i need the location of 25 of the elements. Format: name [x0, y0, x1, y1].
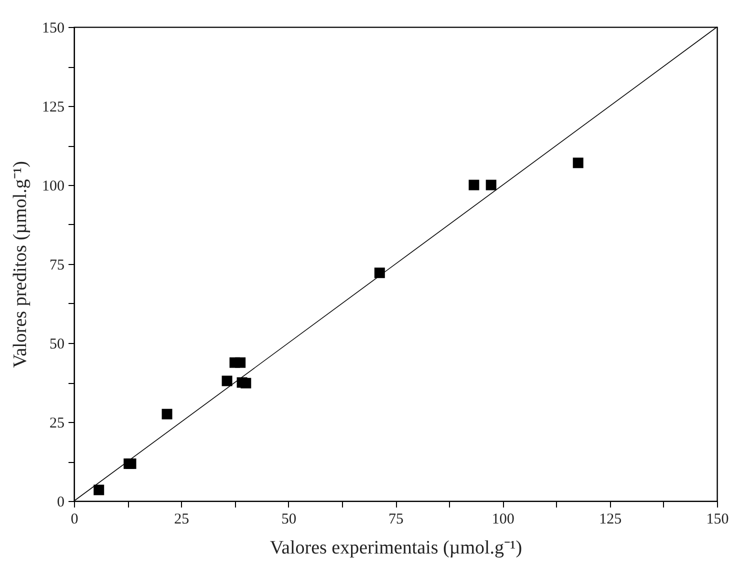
point — [222, 376, 232, 386]
point — [94, 484, 104, 496]
x-axis-title: Valores experimentais (µmol.g⁻¹) — [270, 538, 522, 558]
y-tick-label: 25 — [50, 416, 64, 432]
point — [468, 180, 480, 190]
point — [374, 268, 385, 278]
y-tick-label: 75 — [50, 258, 64, 274]
x-tick-label: 75 — [388, 512, 404, 528]
x-tick-label: 125 — [599, 512, 622, 528]
point — [240, 378, 252, 388]
x-tick-label: 100 — [492, 512, 514, 528]
y-tick-label: 0 — [57, 494, 64, 510]
point — [572, 158, 584, 168]
point — [235, 357, 246, 368]
y-axis-title: Valores preditos (µmol.g⁻¹) — [10, 161, 31, 368]
y-tick-label: 125 — [42, 100, 64, 116]
x-tick-label: 50 — [281, 512, 296, 528]
y-tick-label: 100 — [42, 178, 64, 194]
x-tick-label: 0 — [70, 512, 78, 528]
x-tick-label: 25 — [174, 512, 190, 528]
y-tick-label: 150 — [42, 20, 64, 36]
y-tick-label: 50 — [50, 336, 64, 352]
point — [162, 408, 172, 420]
point — [486, 180, 496, 190]
x-tick-label: 150 — [706, 512, 729, 528]
